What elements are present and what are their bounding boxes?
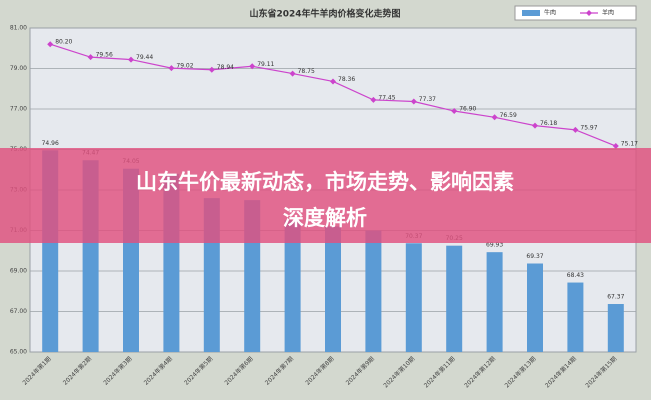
legend-swatch (586, 10, 592, 16)
line-marker (208, 66, 215, 73)
line-value-label: 79.02 (176, 63, 193, 70)
line-value-label: 76.18 (540, 120, 557, 127)
bar-value-label: 74.96 (42, 140, 59, 147)
line-value-label: 76.90 (459, 106, 476, 113)
line-value-label: 79.56 (96, 52, 113, 59)
line-marker (87, 54, 94, 61)
line-value-label: 80.20 (55, 39, 72, 46)
legend-box (514, 5, 637, 21)
chart-title: 山东省2024年牛羊肉价格变化走势图 (249, 8, 400, 20)
bar-value-label: 69.37 (526, 253, 543, 260)
bar-value-label: 69.93 (486, 242, 503, 249)
bar (365, 230, 382, 352)
line-marker (491, 114, 498, 121)
line-value-label: 75.97 (580, 124, 597, 131)
banner-band (0, 148, 651, 243)
banner: 山东牛价最新动态，市场走势、影响因素 深度解析 (0, 148, 651, 243)
line-marker (532, 122, 538, 129)
legend-label: 牛肉 (544, 9, 556, 17)
legend-swatch (522, 10, 540, 16)
line-marker (330, 78, 336, 85)
bar (446, 245, 463, 352)
line-marker (370, 96, 377, 103)
line-value-label: 77.45 (378, 94, 395, 101)
line-value-label: 78.94 (217, 64, 234, 71)
line-value-label: 77.37 (419, 96, 436, 103)
line-value-label: 79.44 (136, 54, 153, 61)
line-marker (249, 63, 256, 70)
bar (607, 304, 624, 352)
legend-label: 羊肉 (602, 9, 614, 17)
line-value-label: 78.75 (298, 68, 315, 75)
line-marker (47, 41, 54, 48)
line-marker (289, 70, 296, 77)
y-tick-label: 69.00 (10, 268, 27, 275)
line-marker (572, 126, 579, 133)
bar-value-label: 68.43 (567, 272, 584, 279)
y-tick-label: 79.00 (10, 65, 27, 72)
bar (527, 263, 543, 352)
line-marker (168, 65, 175, 72)
line-value-label: 79.11 (257, 61, 274, 68)
y-tick-label: 77.00 (10, 106, 27, 113)
headline: 深度解析 (283, 206, 367, 230)
bar (567, 282, 584, 352)
line-marker (612, 143, 619, 150)
bar (405, 243, 422, 352)
y-tick-label: 67.00 (10, 308, 27, 315)
bar (284, 220, 301, 352)
bar-value-label: 67.37 (607, 294, 624, 301)
line-value-label: 76.59 (500, 112, 517, 119)
line-marker (451, 108, 458, 115)
line-marker (128, 56, 134, 63)
line-value-label: 78.36 (338, 76, 355, 83)
headline: 山东牛价最新动态，市场走势、影响因素 (136, 170, 514, 194)
y-tick-label: 65.00 (10, 349, 27, 356)
y-tick-label: 81.00 (10, 25, 27, 32)
bar (486, 252, 503, 352)
line-value-label: 75.17 (621, 141, 638, 148)
bar (325, 226, 341, 352)
line-marker (410, 98, 417, 105)
